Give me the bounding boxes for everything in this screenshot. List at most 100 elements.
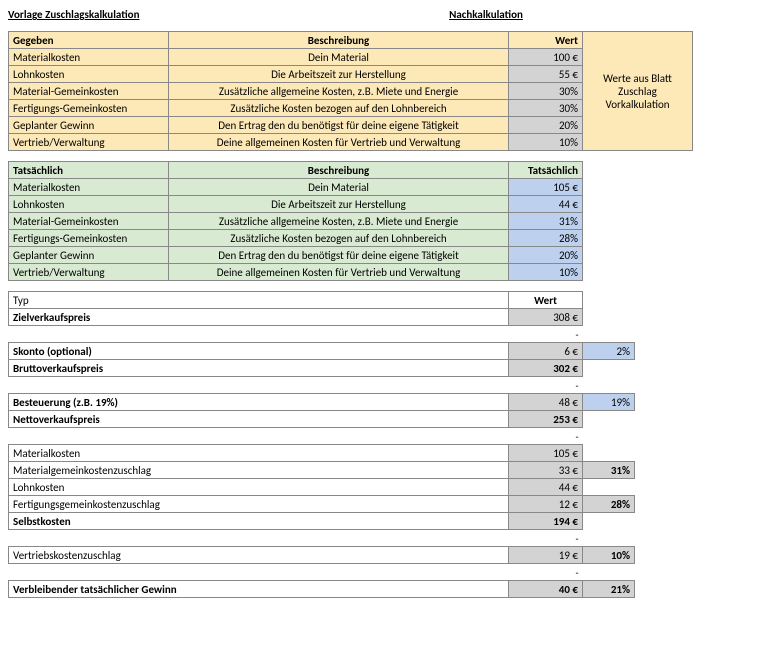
gegeben-note: Werte aus Blatt Zuschlag Vorkalkulation	[583, 32, 693, 151]
cell: Die Arbeitszeit zur Herstellung	[169, 196, 509, 213]
cell: Zusätzliche allgemeine Kosten, z.B. Miet…	[169, 213, 509, 230]
cell: Dein Material	[169, 179, 509, 196]
cell: Zusätzliche allgemeine Kosten, z.B. Miet…	[169, 83, 509, 100]
table-row: Vertrieb/VerwaltungDeine allgemeinen Kos…	[9, 264, 583, 281]
tats-h-b: Beschreibung	[169, 162, 509, 179]
cell: 20%	[509, 247, 583, 264]
ziel-val: 308 €	[509, 309, 583, 326]
dash: -	[509, 564, 583, 581]
ziel-label: Zielverkaufspreis	[9, 309, 509, 326]
cell: Materialkosten	[9, 179, 169, 196]
cell: Fertigungs-Gemeinkosten	[9, 100, 169, 117]
brutto-label: Bruttoverkaufspreis	[9, 360, 509, 377]
skonto-pct: 2%	[583, 343, 635, 360]
calc-h-typ: Typ	[9, 292, 509, 309]
matgk-pct: 31%	[583, 462, 635, 479]
vertrieb-val: 19 €	[509, 547, 583, 564]
dash: -	[509, 377, 583, 394]
tats-h-c: Tatsächlich	[509, 162, 583, 179]
mat-val: 105 €	[509, 445, 583, 462]
skonto-row: Skonto (optional) 6 € 2%	[9, 343, 635, 360]
dash: -	[509, 326, 583, 343]
cell: Den Ertrag den du benötigst für deine ei…	[169, 117, 509, 134]
lohn-val: 44 €	[509, 479, 583, 496]
netto-row: Nettoverkaufspreis 253 €	[9, 411, 635, 428]
gegeben-header-row: Gegeben Beschreibung Wert Werte aus Blat…	[9, 32, 693, 49]
netto-label: Nettoverkaufspreis	[9, 411, 509, 428]
dash-row: -	[9, 530, 635, 547]
steuer-row: Besteuerung (z.B. 19%) 48 € 19%	[9, 394, 635, 411]
fertgk-row: Fertigungsgemeinkostenzuschlag 12 € 28%	[9, 496, 635, 513]
gewinn-val: 40 €	[509, 581, 583, 598]
vertrieb-pct: 10%	[583, 547, 635, 564]
dash-row: -	[9, 326, 635, 343]
cell: 55 €	[509, 66, 583, 83]
mat-row: Materialkosten 105 €	[9, 445, 635, 462]
brutto-val: 302 €	[509, 360, 583, 377]
lohn-row: Lohnkosten 44 €	[9, 479, 635, 496]
cell: 28%	[509, 230, 583, 247]
ziel-row: Zielverkaufspreis 308 €	[9, 309, 635, 326]
cell: Deine allgemeinen Kosten für Vertrieb un…	[169, 134, 509, 151]
table-row: Material-GemeinkostenZusätzliche allgeme…	[9, 213, 583, 230]
mat-label: Materialkosten	[9, 445, 509, 462]
cell: 100 €	[509, 49, 583, 66]
cell: Zusätzliche Kosten bezogen auf den Lohnb…	[169, 230, 509, 247]
netto-val: 253 €	[509, 411, 583, 428]
cell: Lohnkosten	[9, 196, 169, 213]
gegeben-table: Gegeben Beschreibung Wert Werte aus Blat…	[8, 31, 693, 151]
cell: Lohnkosten	[9, 66, 169, 83]
gewinn-label: Verbleibender tatsächlicher Gewinn	[9, 581, 509, 598]
table-row: Fertigungs-GemeinkostenZusätzliche Koste…	[9, 230, 583, 247]
fertgk-val: 12 €	[509, 496, 583, 513]
cell: Geplanter Gewinn	[9, 247, 169, 264]
skonto-val: 6 €	[509, 343, 583, 360]
cell: Den Ertrag den du benötigst für deine ei…	[169, 247, 509, 264]
table-row: MaterialkostenDein Material105 €	[9, 179, 583, 196]
selbst-row: Selbstkosten 194 €	[9, 513, 635, 530]
steuer-label: Besteuerung (z.B. 19%)	[9, 394, 509, 411]
cell: 30%	[509, 83, 583, 100]
matgk-val: 33 €	[509, 462, 583, 479]
matgk-label: Materialgemeinkostenzuschlag	[9, 462, 509, 479]
cell: 10%	[509, 134, 583, 151]
dash: -	[509, 530, 583, 547]
steuer-pct: 19%	[583, 394, 635, 411]
title-row: Vorlage Zuschlagskalkulation Nachkalkula…	[8, 8, 774, 21]
cell: 30%	[509, 100, 583, 117]
title-right: Nachkalkulation	[198, 8, 774, 21]
cell: Vertrieb/Verwaltung	[9, 134, 169, 151]
dash: -	[509, 428, 583, 445]
gegeben-h-b: Beschreibung	[169, 32, 509, 49]
cell: Material-Gemeinkosten	[9, 213, 169, 230]
cell: Deine allgemeinen Kosten für Vertrieb un…	[169, 264, 509, 281]
vertrieb-row: Vertriebskostenzuschlag 19 € 10%	[9, 547, 635, 564]
lohn-label: Lohnkosten	[9, 479, 509, 496]
calc-header-row: Typ Wert	[9, 292, 635, 309]
cell: Vertrieb/Verwaltung	[9, 264, 169, 281]
skonto-label: Skonto (optional)	[9, 343, 509, 360]
vertrieb-label: Vertriebskostenzuschlag	[9, 547, 509, 564]
selbst-label: Selbstkosten	[9, 513, 509, 530]
brutto-row: Bruttoverkaufspreis 302 €	[9, 360, 635, 377]
gegeben-h-a: Gegeben	[9, 32, 169, 49]
cell: Zusätzliche Kosten bezogen auf den Lohnb…	[169, 100, 509, 117]
cell: 105 €	[509, 179, 583, 196]
fertgk-label: Fertigungsgemeinkostenzuschlag	[9, 496, 509, 513]
calc-h-wert: Wert	[509, 292, 583, 309]
cell: Material-Gemeinkosten	[9, 83, 169, 100]
dash-row: -	[9, 428, 635, 445]
table-row: Geplanter GewinnDen Ertrag den du benöti…	[9, 247, 583, 264]
cell: 10%	[509, 264, 583, 281]
cell: Geplanter Gewinn	[9, 117, 169, 134]
tats-h-a: Tatsächlich	[9, 162, 169, 179]
gegeben-h-c: Wert	[509, 32, 583, 49]
matgk-row: Materialgemeinkostenzuschlag 33 € 31%	[9, 462, 635, 479]
gewinn-pct: 21%	[583, 581, 635, 598]
tatsaechlich-table: Tatsächlich Beschreibung Tatsächlich Mat…	[8, 161, 583, 281]
fertgk-pct: 28%	[583, 496, 635, 513]
cell: Materialkosten	[9, 49, 169, 66]
table-row: LohnkostenDie Arbeitszeit zur Herstellun…	[9, 196, 583, 213]
cell: 20%	[509, 117, 583, 134]
gewinn-row: Verbleibender tatsächlicher Gewinn 40 € …	[9, 581, 635, 598]
